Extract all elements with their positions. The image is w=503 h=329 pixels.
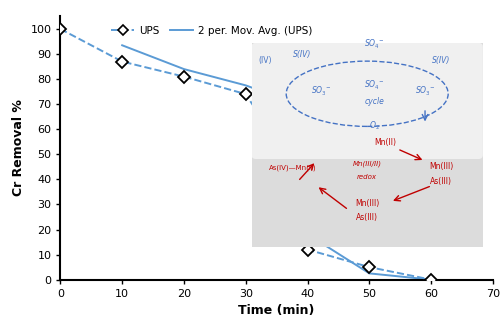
Text: $SO_3^{\ -}$: $SO_3^{\ -}$ <box>311 85 331 98</box>
Line: 2 per. Mov. Avg. (UPS): 2 per. Mov. Avg. (UPS) <box>122 45 431 280</box>
Text: S(IV): S(IV) <box>432 56 450 65</box>
Text: $SO_4^{\ -}$: $SO_4^{\ -}$ <box>364 38 384 51</box>
Text: (IV): (IV) <box>259 56 272 65</box>
Text: S(IV): S(IV) <box>293 50 311 59</box>
Text: $O_2$: $O_2$ <box>369 119 380 132</box>
Text: Mn(III): Mn(III) <box>355 199 379 208</box>
Y-axis label: Cr Removal %: Cr Removal % <box>12 100 25 196</box>
UPS <box>119 60 125 63</box>
Text: cycle: cycle <box>364 97 384 106</box>
Text: redox: redox <box>357 174 377 180</box>
UPS <box>428 278 434 282</box>
UPS <box>57 27 63 31</box>
2 per. Mov. Avg. (UPS) <box>304 220 310 224</box>
2 per. Mov. Avg. (UPS) <box>243 84 249 88</box>
2 per. Mov. Avg. (UPS) <box>366 271 372 275</box>
UPS <box>181 75 187 79</box>
Text: As(IV)—Mn(II): As(IV)—Mn(II) <box>269 164 317 171</box>
UPS <box>304 188 310 191</box>
Text: As(III): As(III) <box>356 213 378 222</box>
UPS <box>366 265 372 269</box>
UPS <box>243 92 249 96</box>
FancyBboxPatch shape <box>252 43 483 159</box>
FancyBboxPatch shape <box>242 35 492 255</box>
2 per. Mov. Avg. (UPS) <box>317 240 323 244</box>
Text: As(III): As(III) <box>430 177 452 186</box>
Legend: UPS, 2 per. Mov. Avg. (UPS): UPS, 2 per. Mov. Avg. (UPS) <box>107 22 316 40</box>
Text: $SO_3^{\ -}$: $SO_3^{\ -}$ <box>415 85 435 98</box>
2 per. Mov. Avg. (UPS) <box>428 278 434 282</box>
UPS <box>304 248 310 252</box>
2 per. Mov. Avg. (UPS) <box>292 140 298 144</box>
Text: Mn(II): Mn(II) <box>375 138 397 147</box>
Line: UPS: UPS <box>56 25 435 284</box>
2 per. Mov. Avg. (UPS) <box>274 95 280 99</box>
2 per. Mov. Avg. (UPS) <box>181 67 187 71</box>
Text: $SO_4^{\ -}$: $SO_4^{\ -}$ <box>364 79 384 92</box>
2 per. Mov. Avg. (UPS) <box>119 43 125 47</box>
Text: Mn(III): Mn(III) <box>429 162 453 171</box>
X-axis label: Time (min): Time (min) <box>238 304 315 317</box>
Text: Mn(III/II): Mn(III/II) <box>353 160 382 167</box>
